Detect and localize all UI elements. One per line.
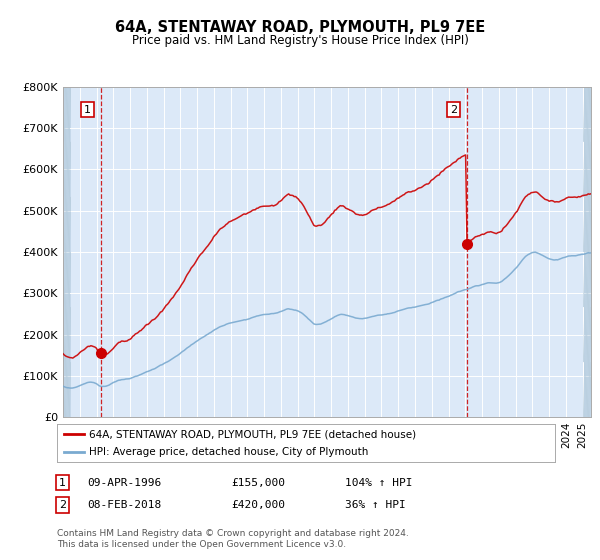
- Text: 2: 2: [450, 105, 457, 114]
- Text: HPI: Average price, detached house, City of Plymouth: HPI: Average price, detached house, City…: [89, 447, 369, 458]
- Text: 2: 2: [59, 500, 66, 510]
- Text: £420,000: £420,000: [231, 500, 285, 510]
- Text: Contains HM Land Registry data © Crown copyright and database right 2024.
This d: Contains HM Land Registry data © Crown c…: [57, 529, 409, 549]
- Text: 1: 1: [59, 478, 66, 488]
- Text: £155,000: £155,000: [231, 478, 285, 488]
- Text: 64A, STENTAWAY ROAD, PLYMOUTH, PL9 7EE: 64A, STENTAWAY ROAD, PLYMOUTH, PL9 7EE: [115, 20, 485, 35]
- Text: 09-APR-1996: 09-APR-1996: [87, 478, 161, 488]
- Text: 104% ↑ HPI: 104% ↑ HPI: [345, 478, 413, 488]
- Text: 08-FEB-2018: 08-FEB-2018: [87, 500, 161, 510]
- Text: 64A, STENTAWAY ROAD, PLYMOUTH, PL9 7EE (detached house): 64A, STENTAWAY ROAD, PLYMOUTH, PL9 7EE (…: [89, 429, 416, 439]
- Text: Price paid vs. HM Land Registry's House Price Index (HPI): Price paid vs. HM Land Registry's House …: [131, 34, 469, 46]
- Text: 36% ↑ HPI: 36% ↑ HPI: [345, 500, 406, 510]
- Text: 1: 1: [84, 105, 91, 114]
